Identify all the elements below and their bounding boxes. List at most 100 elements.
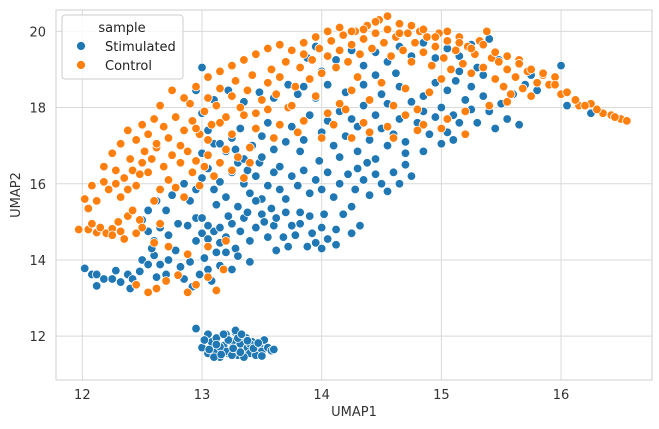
- data-point-control: [163, 175, 174, 185]
- data-point-control: [275, 39, 285, 50]
- data-point-control: [466, 43, 476, 54]
- data-point-control: [364, 95, 375, 105]
- data-point-stimulated: [307, 228, 317, 239]
- x-tick-label: 12: [74, 388, 91, 403]
- data-point-stimulated: [227, 219, 237, 229]
- legend-marker-stimulated: [76, 41, 86, 51]
- data-point-stimulated: [299, 135, 309, 145]
- data-point-control: [163, 241, 174, 252]
- data-point-control: [163, 133, 174, 143]
- data-point-control: [199, 106, 210, 117]
- data-point-control: [436, 74, 447, 84]
- legend-label-control: Control: [105, 59, 152, 74]
- data-point-control: [562, 87, 572, 98]
- data-point-stimulated: [242, 336, 253, 346]
- data-point-stimulated: [233, 201, 243, 212]
- data-point-control: [263, 104, 273, 115]
- data-point-control: [91, 196, 102, 206]
- data-point-control: [170, 112, 181, 122]
- data-point-stimulated: [556, 60, 566, 71]
- data-point-control: [610, 112, 620, 122]
- data-point-control: [299, 116, 309, 126]
- data-point-stimulated: [251, 222, 261, 233]
- data-point-stimulated: [173, 219, 183, 229]
- data-point-stimulated: [305, 211, 315, 221]
- data-point-control: [460, 129, 471, 139]
- data-point-control: [99, 161, 109, 172]
- data-point-control: [115, 139, 126, 149]
- data-point-control: [211, 100, 222, 111]
- data-point-stimulated: [215, 222, 225, 233]
- data-point-control: [137, 119, 147, 130]
- data-point-control: [502, 97, 512, 107]
- data-point-control: [550, 79, 560, 90]
- data-point-stimulated: [259, 217, 269, 227]
- data-point-control: [358, 118, 369, 128]
- data-point-control: [159, 121, 169, 132]
- data-point-control: [227, 165, 237, 176]
- data-point-stimulated: [305, 110, 315, 120]
- data-point-control: [394, 19, 405, 29]
- data-point-stimulated: [235, 226, 246, 237]
- data-point-control: [74, 224, 84, 235]
- data-point-control: [311, 32, 321, 42]
- data-point-control: [151, 139, 162, 149]
- data-point-control: [322, 51, 333, 61]
- data-point-stimulated: [436, 102, 447, 113]
- data-point-control: [87, 219, 97, 229]
- data-point-stimulated: [328, 140, 339, 151]
- data-point-stimulated: [269, 144, 279, 155]
- data-point-control: [239, 55, 249, 65]
- data-point-stimulated: [266, 203, 277, 214]
- data-point-stimulated: [221, 192, 231, 202]
- data-point-control: [379, 38, 389, 48]
- data-point-control: [263, 43, 273, 54]
- data-point-stimulated: [191, 323, 201, 334]
- data-point-stimulated: [322, 79, 333, 90]
- data-point-control: [382, 121, 393, 132]
- data-point-control: [203, 135, 213, 145]
- data-point-stimulated: [204, 344, 214, 355]
- data-point-stimulated: [442, 85, 453, 96]
- data-point-stimulated: [257, 131, 267, 141]
- data-point-stimulated: [346, 228, 357, 239]
- data-point-stimulated: [271, 213, 281, 223]
- data-point-control: [221, 144, 231, 155]
- data-point-control: [179, 192, 189, 202]
- data-point-control: [143, 287, 153, 298]
- data-point-control: [221, 236, 231, 246]
- data-point-control: [230, 76, 241, 86]
- data-point-control: [430, 41, 441, 52]
- data-point-stimulated: [182, 220, 193, 231]
- data-point-stimulated: [175, 262, 186, 272]
- data-point-stimulated: [430, 112, 441, 122]
- data-point-stimulated: [394, 179, 405, 189]
- data-point-stimulated: [283, 241, 293, 252]
- data-point-stimulated: [170, 245, 181, 256]
- data-point-stimulated: [281, 137, 291, 147]
- data-point-stimulated: [448, 135, 459, 145]
- data-point-stimulated: [242, 207, 253, 218]
- data-point-control: [322, 26, 333, 37]
- data-point-control: [388, 133, 399, 143]
- data-point-control: [209, 171, 219, 181]
- data-point-stimulated: [388, 167, 399, 178]
- data-point-stimulated: [400, 160, 411, 170]
- x-tick-label: 16: [553, 388, 570, 403]
- data-point-control: [526, 91, 536, 101]
- data-point-control: [386, 51, 396, 61]
- data-point-control: [203, 72, 213, 82]
- data-point-control: [382, 24, 393, 35]
- y-tick-label: 16: [29, 178, 46, 193]
- data-point-control: [502, 64, 512, 75]
- data-point-stimulated: [257, 152, 267, 162]
- data-point-stimulated: [382, 140, 393, 151]
- data-point-stimulated: [197, 228, 207, 239]
- data-point-control: [257, 95, 267, 105]
- data-point-stimulated: [251, 171, 261, 181]
- data-point-control: [316, 133, 327, 143]
- data-point-control: [245, 158, 255, 168]
- data-point-control: [494, 57, 504, 67]
- data-point-stimulated: [203, 220, 213, 231]
- data-point-control: [113, 217, 123, 227]
